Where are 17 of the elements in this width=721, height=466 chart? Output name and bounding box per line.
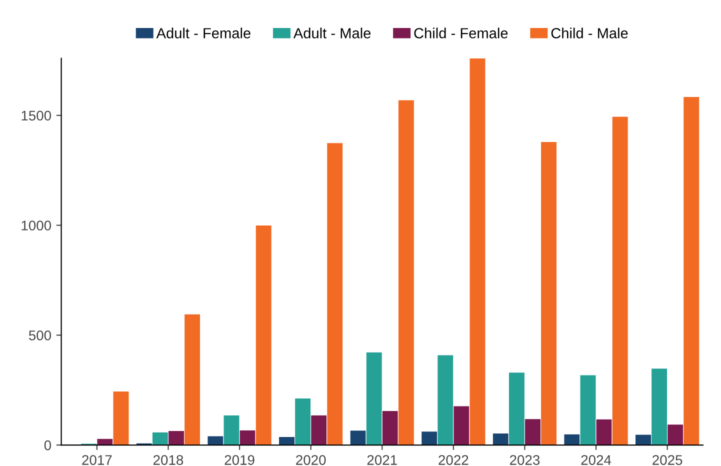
x-tick-label: 2024 xyxy=(581,455,612,465)
x-tick-label: 2019 xyxy=(224,455,254,465)
legend-label: Adult - Female xyxy=(156,28,250,38)
legend-label: Adult - Male xyxy=(293,28,371,38)
legend-label: Child - Female xyxy=(414,28,508,38)
y-tick-label: 1000 xyxy=(22,220,52,230)
legend-label: Child - Male xyxy=(551,28,628,38)
y-tick-label: 0 xyxy=(44,440,52,450)
x-tick-label: 2025 xyxy=(652,455,682,465)
x-tick-label: 2018 xyxy=(153,455,184,465)
y-tick-label: 500 xyxy=(28,330,52,340)
x-tick-label: 2017 xyxy=(82,455,112,465)
y-tick-label: 1500 xyxy=(22,110,52,121)
x-tick-label: 2023 xyxy=(510,455,540,465)
x-tick-label: 2021 xyxy=(367,455,397,465)
x-tick-label: 2022 xyxy=(438,455,468,465)
x-tick-label: 2020 xyxy=(296,455,326,465)
